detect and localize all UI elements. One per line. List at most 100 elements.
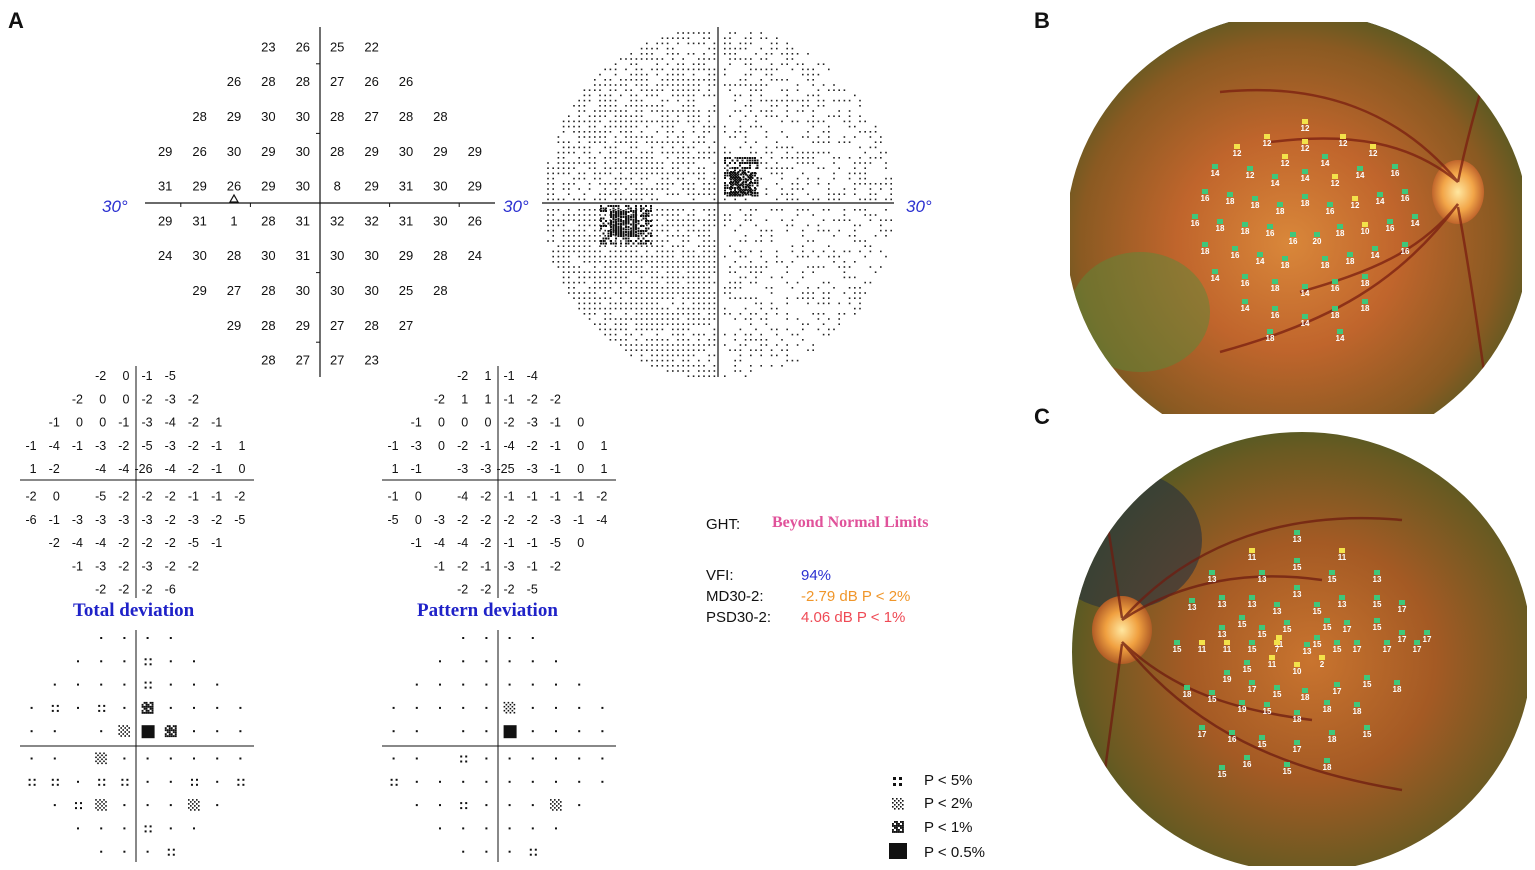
greyscale-dot: [869, 157, 872, 159]
greyscale-dot: [833, 328, 835, 331]
greyscale-dot: [646, 151, 648, 154]
greyscale-dot: [640, 68, 643, 71]
greyscale-dot: [625, 105, 627, 107]
greyscale-dot: [698, 281, 700, 284]
greyscale-dot: [609, 89, 612, 91]
greyscale-dot: [630, 120, 632, 123]
greyscale-dot: [703, 157, 705, 159]
greyscale-dot: [635, 105, 638, 107]
greyscale-dot: [630, 287, 632, 289]
greyscale-dot: [807, 193, 809, 195]
greyscale-dot: [682, 177, 684, 180]
greyscale-dot: [869, 162, 872, 164]
greyscale-defect-dot: [751, 157, 754, 159]
greyscale-dot: [640, 333, 643, 336]
pattern-deviation-prob-symbol: [485, 660, 488, 663]
greyscale-dot: [682, 188, 684, 190]
greyscale-dot: [687, 151, 690, 154]
greyscale-dot: [765, 287, 768, 289]
greyscale-dot: [713, 370, 716, 372]
greyscale-dot: [583, 245, 586, 247]
greyscale-dot: [599, 151, 601, 154]
threshold-value: 31: [192, 213, 206, 228]
greyscale-dot: [744, 115, 747, 117]
greyscale-dot: [656, 240, 658, 242]
greyscale-dot: [682, 79, 684, 81]
greyscale-dot: [765, 188, 768, 190]
greyscale-defect-dot: [741, 159, 744, 162]
greyscale-defect-dot: [612, 242, 615, 245]
greyscale-defect-dot: [642, 215, 645, 217]
perimetry-marker: [1272, 279, 1278, 284]
threshold-value: 29: [364, 144, 378, 159]
greyscale-dot: [609, 120, 612, 123]
perimetry-marker: [1217, 219, 1223, 224]
greyscale-defect-dot: [745, 173, 747, 176]
greyscale-defect-dot: [615, 218, 617, 221]
greyscale-defect-dot: [724, 162, 726, 164]
greyscale-defect-dot: [600, 225, 602, 227]
greyscale-dot: [786, 354, 788, 357]
greyscale-dot: [640, 136, 643, 138]
perimetry-marker-value: 14: [1371, 251, 1380, 260]
threshold-value: 29: [192, 283, 206, 298]
greyscale-dot: [698, 271, 700, 273]
greyscale-dot: [802, 68, 804, 71]
threshold-value: 30: [364, 248, 378, 263]
greyscale-dot: [817, 313, 820, 315]
greyscale-defect-dot: [754, 194, 756, 197]
greyscale-dot: [765, 323, 768, 325]
greyscale-dot: [677, 89, 679, 91]
greyscale-dot: [573, 281, 575, 284]
greyscale-dot: [620, 172, 622, 175]
greyscale-dot: [640, 271, 643, 273]
greyscale-dot: [864, 198, 866, 201]
greyscale-dot: [609, 287, 612, 289]
greyscale-dot: [708, 245, 710, 247]
greyscale-dot: [807, 177, 809, 180]
greyscale-defect-dot: [647, 227, 650, 230]
greyscale-dot: [692, 157, 695, 159]
greyscale-dot: [651, 146, 653, 149]
greyscale-dot: [703, 287, 705, 289]
greyscale-dot: [776, 115, 778, 117]
greyscale-dot: [838, 157, 840, 159]
total-deviation-value: -1: [49, 513, 60, 527]
greyscale-dot: [620, 261, 622, 263]
greyscale-dot: [739, 94, 742, 97]
greyscale-defect-dot: [724, 189, 726, 192]
greyscale-dot: [786, 146, 788, 149]
greyscale-dot: [791, 250, 794, 253]
greyscale-dot: [625, 281, 627, 284]
pattern-deviation-value: -2: [527, 392, 538, 406]
threshold-value: 30: [227, 144, 241, 159]
greyscale-dot: [703, 32, 705, 34]
greyscale-dot: [880, 266, 882, 268]
greyscale-defect-dot: [754, 192, 756, 194]
greyscale-dot: [578, 229, 580, 232]
greyscale-dot: [666, 73, 669, 76]
pattern-deviation-value: -2: [480, 536, 491, 550]
total-deviation-value: -2: [95, 369, 106, 383]
greyscale-dot: [692, 131, 695, 133]
greyscale-dot: [703, 42, 705, 45]
threshold-value: 23: [364, 353, 378, 368]
greyscale-dot: [791, 53, 794, 55]
greyscale-dot: [547, 162, 549, 164]
greyscale-defect-dot: [756, 194, 759, 197]
greyscale-dot: [666, 131, 669, 133]
greyscale-dot: [677, 287, 679, 289]
greyscale-dot: [588, 261, 591, 263]
greyscale-dot: [604, 136, 606, 138]
greyscale-dot: [812, 349, 814, 351]
greyscale-defect-dot: [602, 240, 605, 242]
greyscale-dot: [666, 53, 669, 55]
greyscale-dot: [552, 261, 554, 263]
perimetry-marker: [1284, 620, 1290, 625]
threshold-value: 27: [364, 109, 378, 124]
greyscale-dot: [682, 339, 684, 341]
perimetry-marker-value: 15: [1313, 607, 1322, 616]
greyscale-dot: [609, 68, 612, 71]
greyscale-defect-dot: [625, 242, 627, 245]
greyscale-dot: [781, 219, 783, 221]
